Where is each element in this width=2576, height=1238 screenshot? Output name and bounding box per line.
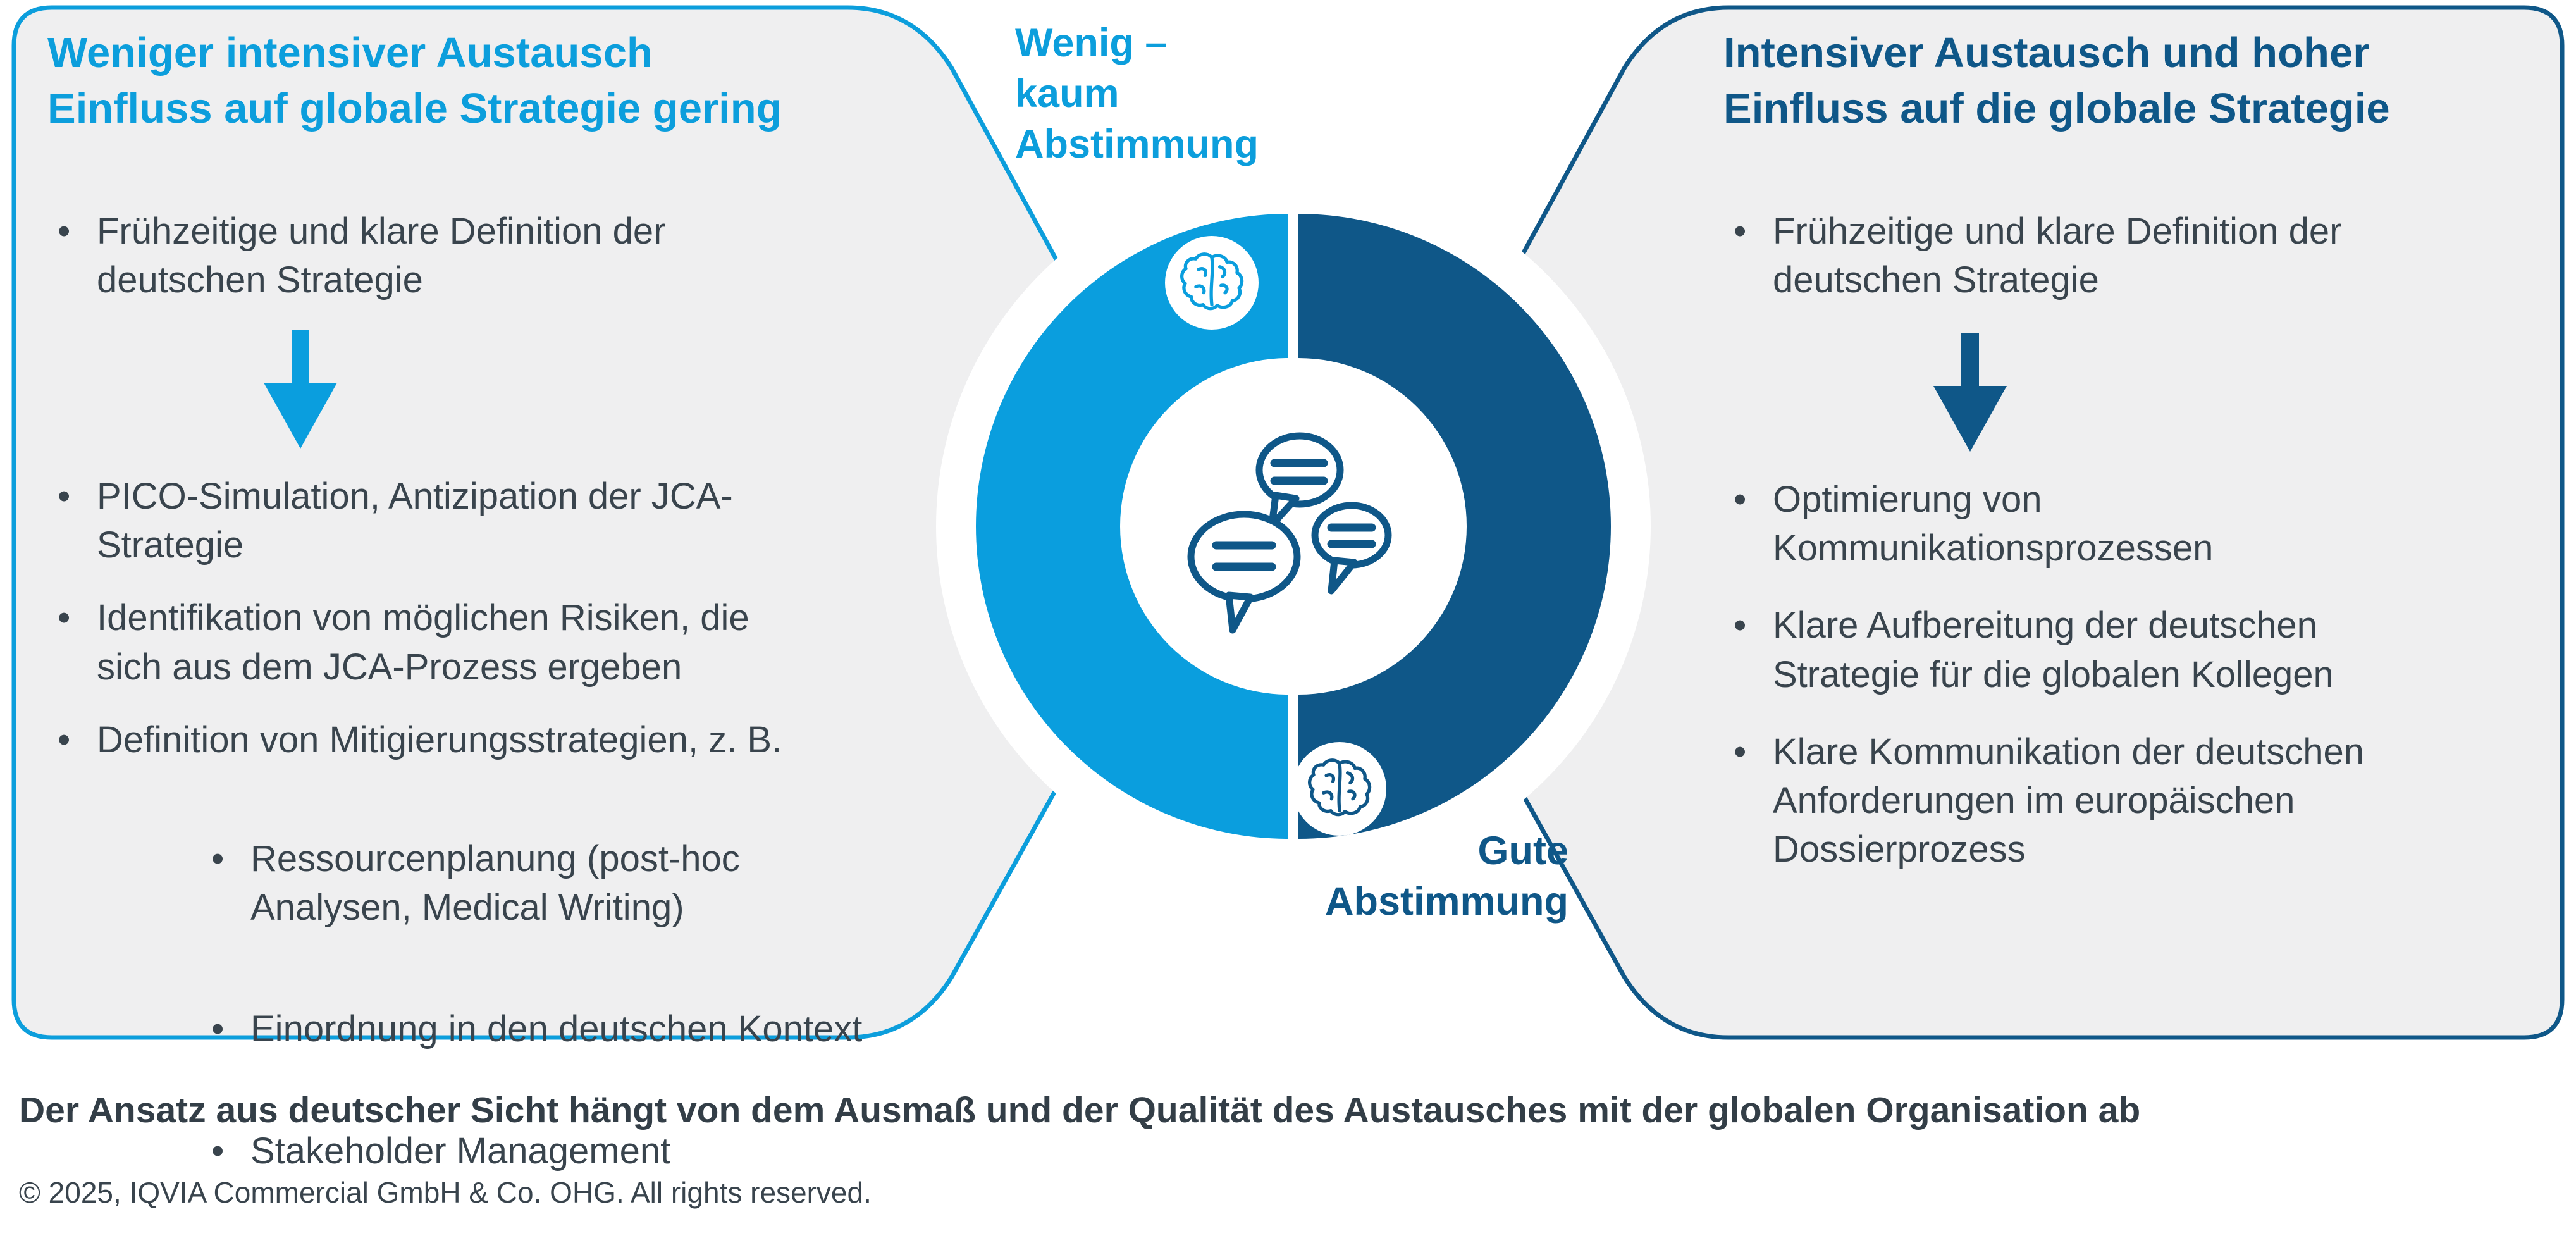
bullet-marker: • (58, 719, 71, 760)
left-panel: Weniger intensiver Austausch Einfluss au… (47, 25, 879, 1238)
bullet-marker: • (211, 838, 225, 879)
list-item: • Identifikation von möglichen Risiken, d… (47, 593, 879, 691)
donut-right-half (1298, 214, 1611, 839)
bullet-marker: • (1734, 731, 1747, 772)
bullet-text: Klare Kommunikation der deutschen Anford… (1773, 731, 2364, 870)
key-statement: Der Ansatz aus deutscher Sicht hängt von… (19, 1090, 2141, 1130)
copyright-notice: © 2025, IQVIA Commercial GmbH & Co. OHG.… (19, 1176, 872, 1209)
donut-left-half (976, 214, 1288, 839)
down-arrow-icon (1932, 333, 2539, 453)
bullet-marker: • (211, 1008, 225, 1050)
brain-icon (1293, 742, 1386, 836)
bullet-marker: • (1734, 605, 1747, 647)
list-item: • Frühzeitige und klare Definition der de… (1723, 207, 2539, 304)
bullet-marker: • (1734, 479, 1747, 521)
bullet-marker: • (58, 597, 71, 639)
bullet-text: PICO-Simulation, Antizipation der JCA- S… (97, 476, 733, 566)
left-panel-list: • PICO-Simulation, Antizipation der JCA- … (47, 472, 879, 1238)
list-item: • PICO-Simulation, Antizipation der JCA- … (47, 472, 879, 569)
chat-bubbles-icon (1187, 432, 1392, 634)
list-item: • Definition von Mitigierungsstrategien, … (47, 715, 879, 1238)
list-item: • Ressourcenplanung (post-hoc Analysen, M… (201, 834, 879, 932)
list-item: • Klare Kommunikation der deutschen Anfor… (1723, 727, 2539, 874)
left-panel-shape (11, 5, 1198, 1040)
right-panel-list: • Optimierung von Kommunikationsprozessen… (1723, 475, 2539, 874)
bullet-text: Frühzeitige und klare Definition der deu… (97, 210, 666, 300)
bullet-text: Identifikation von möglichen Risiken, di… (97, 597, 749, 688)
list-item: • Optimierung von Kommunikationsprozessen (1723, 475, 2539, 573)
list-item: • Klare Aufbereitung der deutschen Strate… (1723, 601, 2539, 698)
bullet-text: Stakeholder Management (250, 1130, 671, 1172)
list-item: • Stakeholder Management (201, 1127, 879, 1175)
bullet-marker: • (211, 1130, 225, 1172)
bullet-marker: • (58, 210, 71, 252)
bullet-text: Definition von Mitigierungsstrategien, z… (97, 719, 782, 760)
list-item: • Frühzeitige und klare Definition der de… (47, 207, 879, 304)
list-item: • Einordnung in den deutschen Kontext (201, 1005, 879, 1053)
bullet-marker: • (58, 476, 71, 517)
bullet-text: Frühzeitige und klare Definition der deu… (1773, 210, 2342, 300)
bullet-text: Einordnung in den deutschen Kontext (250, 1008, 863, 1050)
bullet-marker: • (1734, 210, 1747, 252)
left-panel-title: Weniger intensiver Austausch Einfluss au… (47, 29, 782, 133)
brain-icon (1165, 236, 1259, 330)
bullet-text: Klare Aufbereitung der deutschen Strateg… (1773, 605, 2334, 695)
right-panel-title: Intensiver Austausch und hoher Einfluss … (1723, 29, 2390, 133)
donut-label-little-alignment: Wenig – kaum Abstimmung (1015, 21, 1259, 166)
left-panel-sublist: • Ressourcenplanung (post-hoc Analysen, M… (201, 786, 879, 1238)
bullet-text: Optimierung von Kommunikationsprozessen (1773, 479, 2214, 569)
down-arrow-icon (262, 330, 879, 450)
right-panel-shape (1378, 5, 2565, 1040)
right-panel-lead-list: • Frühzeitige und klare Definition der de… (1723, 207, 2539, 304)
donut-label-good-alignment: Gute Abstimmung (1325, 829, 1568, 924)
right-panel: Intensiver Austausch und hoher Einfluss … (1723, 25, 2539, 902)
left-panel-lead-list: • Frühzeitige und klare Definition der de… (47, 207, 879, 304)
bullet-text: Ressourcenplanung (post-hoc Analysen, Me… (250, 838, 740, 928)
